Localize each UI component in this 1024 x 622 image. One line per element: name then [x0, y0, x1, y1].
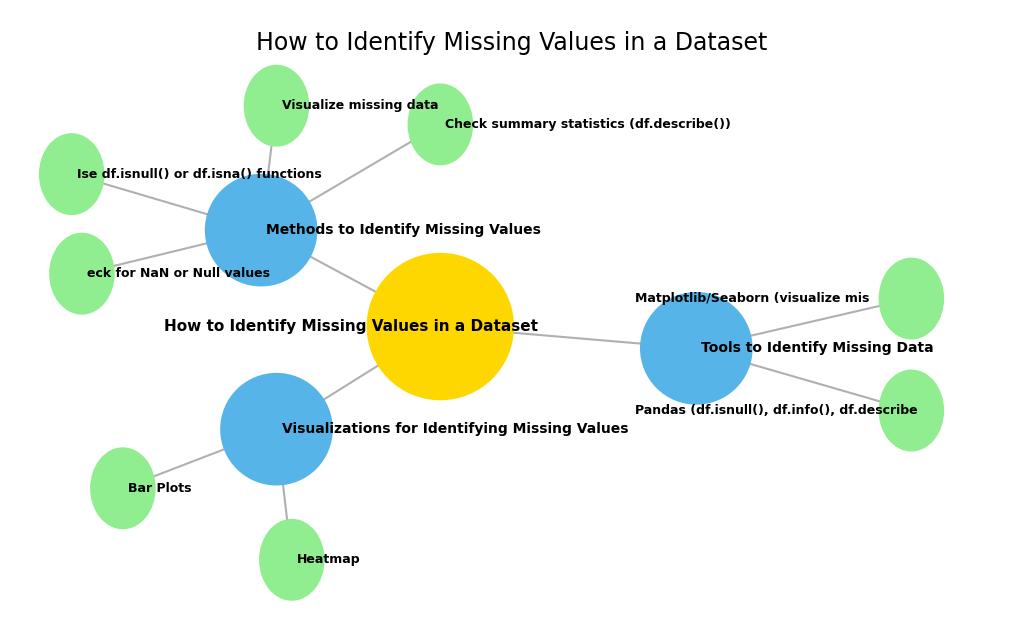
- Text: Visualizations for Identifying Missing Values: Visualizations for Identifying Missing V…: [282, 422, 628, 436]
- Text: Bar Plots: Bar Plots: [128, 482, 191, 494]
- Ellipse shape: [367, 253, 514, 401]
- Text: How to Identify Missing Values in a Dataset: How to Identify Missing Values in a Data…: [164, 319, 538, 334]
- Ellipse shape: [90, 447, 156, 529]
- Text: Ise df.isnull() or df.isna() functions: Ise df.isnull() or df.isna() functions: [77, 168, 322, 180]
- Text: Tools to Identify Missing Data: Tools to Identify Missing Data: [701, 341, 934, 355]
- Ellipse shape: [220, 373, 333, 486]
- Ellipse shape: [49, 233, 115, 315]
- Ellipse shape: [879, 369, 944, 452]
- Text: Visualize missing data: Visualize missing data: [282, 100, 438, 112]
- Ellipse shape: [205, 174, 317, 287]
- Ellipse shape: [39, 133, 104, 215]
- Ellipse shape: [259, 519, 325, 601]
- Text: Matplotlib/Seaborn (visualize mis: Matplotlib/Seaborn (visualize mis: [635, 292, 869, 305]
- Text: Heatmap: Heatmap: [297, 554, 360, 566]
- Ellipse shape: [879, 258, 944, 340]
- Ellipse shape: [640, 292, 753, 405]
- Text: Methods to Identify Missing Values: Methods to Identify Missing Values: [266, 223, 541, 237]
- Text: How to Identify Missing Values in a Dataset: How to Identify Missing Values in a Data…: [256, 31, 768, 55]
- Text: Pandas (df.isnull(), df.info(), df.describe: Pandas (df.isnull(), df.info(), df.descr…: [635, 404, 918, 417]
- Text: eck for NaN or Null values: eck for NaN or Null values: [87, 267, 270, 280]
- Text: Check summary statistics (df.describe()): Check summary statistics (df.describe()): [445, 118, 731, 131]
- Ellipse shape: [244, 65, 309, 147]
- Ellipse shape: [408, 83, 473, 165]
